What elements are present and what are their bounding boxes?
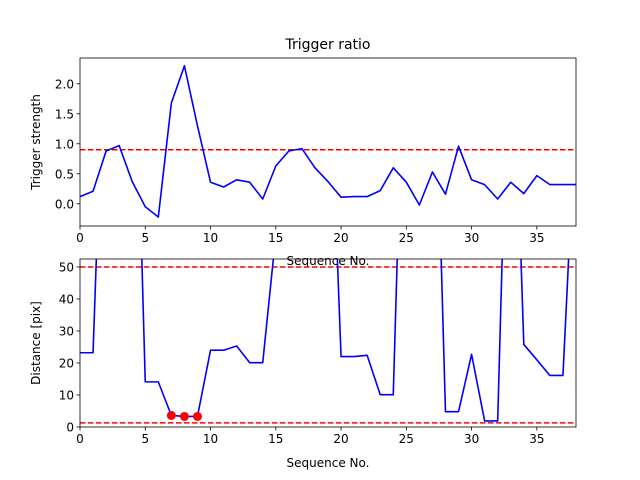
x-tick-label: 15: [268, 432, 283, 446]
y-tick-label: 50: [59, 261, 74, 275]
x-tick-label: 0: [76, 432, 84, 446]
data-point-marker: [179, 411, 189, 421]
plot-area: [80, 65, 576, 218]
y-tick-label: 30: [59, 325, 74, 339]
subplot-trigger-ratio: Trigger ratio Trigger strength Sequence …: [29, 37, 577, 268]
x-tick-label: 30: [464, 231, 479, 245]
series-line: [80, 259, 570, 422]
x-tick-label: 25: [399, 432, 414, 446]
y-tick-label: 1.0: [55, 137, 74, 151]
subplot-distance: Distance [pix] Sequence No. 0 5 10 15 20 25 30…: [29, 258, 577, 470]
y-tick-label: 0.5: [55, 167, 74, 181]
axes-frame: [79, 57, 577, 227]
y-tick-label: 20: [59, 357, 74, 371]
x-tick-label: 35: [529, 231, 544, 245]
series-line: [80, 65, 576, 218]
y-tick-label: 1.5: [55, 107, 74, 121]
x-tick-label: 20: [333, 231, 348, 245]
plot-area: [80, 259, 576, 424]
x-tick-label: 20: [333, 432, 348, 446]
data-point-marker: [192, 411, 202, 421]
x-tick-label: 25: [399, 231, 414, 245]
x-tick-label: 5: [141, 432, 149, 446]
y-tick-label: 10: [59, 389, 74, 403]
axes-frame: [79, 258, 577, 428]
chart-title: Trigger ratio: [284, 37, 370, 53]
x-tick-label: 5: [141, 231, 149, 245]
y-axis-label: Distance [pix]: [29, 301, 43, 385]
y-tick-label: 0.0: [55, 197, 74, 211]
x-tick-label: 10: [203, 231, 218, 245]
x-tick-label: 10: [203, 432, 218, 446]
x-tick-label: 0: [76, 231, 84, 245]
data-point-marker: [166, 410, 176, 420]
y-tick-label: 2.0: [55, 77, 74, 91]
x-axis-label: Sequence No.: [287, 456, 370, 470]
x-tick-label: 35: [529, 432, 544, 446]
y-axis-label: Trigger strength: [29, 94, 43, 191]
y-tick-label: 40: [59, 293, 74, 307]
x-axis-label: Sequence No.: [287, 254, 370, 268]
x-tick-label: 30: [464, 432, 479, 446]
y-tick-label: 0: [66, 421, 74, 435]
x-tick-label: 15: [268, 231, 283, 245]
